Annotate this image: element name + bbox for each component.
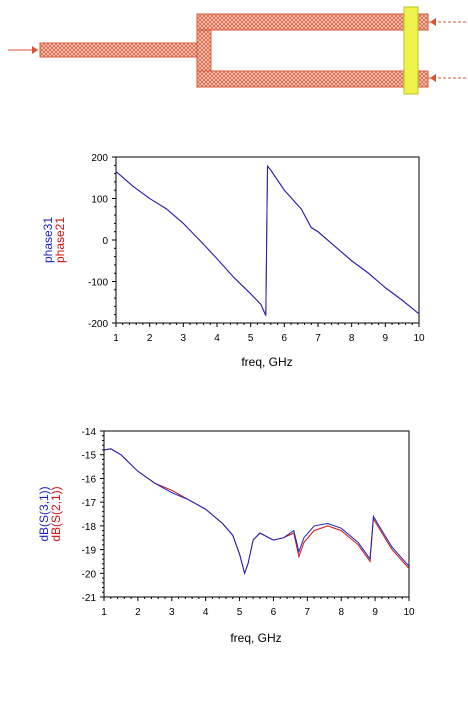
x-tick-label: 4	[203, 607, 209, 618]
y-tick-label: -21	[82, 593, 97, 604]
y-tick-label: -14	[82, 427, 97, 438]
output-port-2-arrowhead	[430, 74, 436, 82]
feed-line	[39, 42, 201, 58]
y-tick-label: -19	[82, 546, 97, 557]
x-tick-label: 1	[101, 607, 107, 618]
y-tick-label: -20	[82, 569, 97, 580]
layout-diagram	[8, 6, 466, 95]
upper-branch	[196, 13, 429, 31]
x-tick-label: 2	[135, 607, 141, 618]
x-tick-label: 1	[113, 333, 119, 344]
phase-x-axis: 1 2 3 4 5 6 7 8 9 10	[113, 323, 425, 344]
x-tick-label: 2	[147, 333, 153, 344]
x-tick-label: 5	[237, 607, 243, 618]
x-tick-label: 6	[271, 607, 277, 618]
x-tick-label: 5	[248, 333, 254, 344]
db-chart: -14 -15 -16 -17 -18 -19 -20 -21 1 2 3 4 5 6 7 8 9 10 fre…	[37, 427, 415, 645]
x-tick-label: 7	[305, 607, 311, 618]
y-tick-label: -17	[82, 498, 97, 509]
x-tick-label: 9	[383, 333, 389, 344]
db-x-axis-title: freq, GHz	[230, 631, 281, 645]
y-tick-label: 0	[102, 236, 108, 247]
series-line-db-s-3-1-	[103, 448, 410, 575]
input-port-arrowhead	[32, 46, 38, 54]
x-tick-label: 4	[214, 333, 220, 344]
lower-branch	[196, 70, 429, 88]
db-y-label-s31: dB(S(3,1))	[37, 486, 51, 541]
x-tick-label: 3	[181, 333, 187, 344]
phase-chart: 200 100 0 -100 -200 1 2 3 4 5 6 7 8 9 10 freq, GHz ph…	[41, 153, 425, 369]
x-tick-label: 3	[169, 607, 175, 618]
x-tick-label: 10	[413, 333, 425, 344]
y-tick-label: -100	[88, 278, 108, 289]
y-tick-label: 200	[91, 153, 108, 164]
x-tick-label: 7	[315, 333, 321, 344]
db-y-label-s21: dB(S(2,1))	[49, 486, 63, 541]
x-tick-label: 8	[338, 607, 344, 618]
series-line-phase31	[115, 164, 420, 316]
y-tick-label: -15	[82, 451, 97, 462]
db-y-axis: -14 -15 -16 -17 -18 -19 -20 -21	[82, 427, 104, 604]
phase-y-label-phase31: phase31	[41, 217, 55, 263]
y-tick-label: 100	[91, 195, 108, 206]
db-series-group	[103, 448, 410, 575]
db-x-axis: 1 2 3 4 5 6 7 8 9 10	[101, 597, 415, 618]
y-tick-label: -16	[82, 474, 97, 485]
db-plot-frame	[103, 430, 410, 598]
x-tick-label: 10	[403, 607, 415, 618]
phase-series-group	[115, 164, 420, 316]
phase-y-label-phase21: phase21	[53, 217, 67, 263]
y-tick-label: -18	[82, 522, 97, 533]
output-port-3-arrowhead	[430, 18, 436, 26]
x-tick-label: 9	[372, 607, 378, 618]
y-tick-label: -200	[88, 319, 108, 330]
x-tick-label: 8	[349, 333, 355, 344]
resistor-element	[403, 6, 419, 95]
x-tick-label: 6	[282, 333, 288, 344]
phase-y-axis: 200 100 0 -100 -200	[88, 153, 116, 330]
phase-x-axis-title: freq, GHz	[241, 355, 292, 369]
